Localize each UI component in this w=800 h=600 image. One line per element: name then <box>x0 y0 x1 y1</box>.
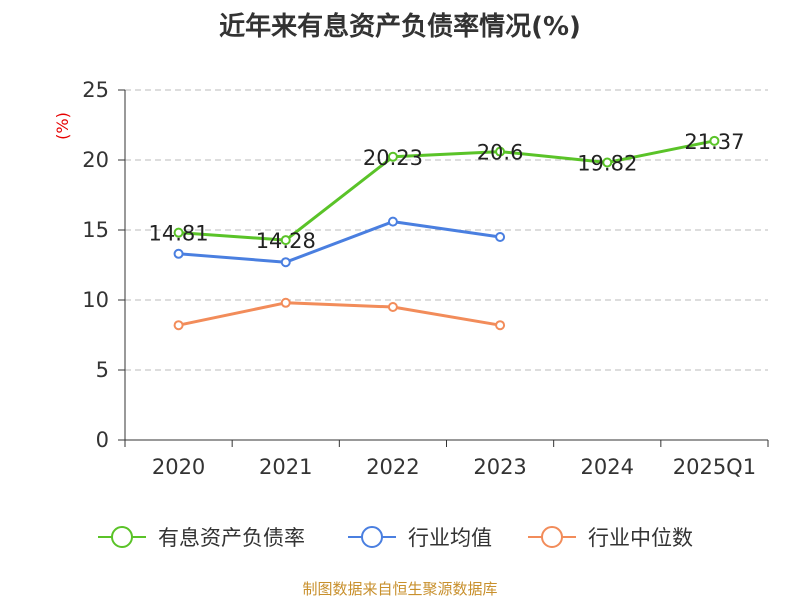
x-tick-label: 2023 <box>473 455 526 479</box>
legend-item: 行业均值 <box>348 526 492 550</box>
data-label: 14.81 <box>149 222 209 246</box>
y-axis-ticks: 0 5 10 15 20 25 <box>82 78 125 452</box>
y-tick-label: 10 <box>82 288 109 312</box>
y-tick-label: 20 <box>82 148 109 172</box>
chart-title: 近年来有息资产负债率情况(%) <box>219 12 581 42</box>
data-label: 20.23 <box>363 146 423 170</box>
data-point <box>173 248 184 259</box>
data-label: 21.37 <box>684 130 744 154</box>
series-line-0 <box>178 139 715 242</box>
legend-item: 行业中位数 <box>528 526 693 550</box>
legend-label: 有息资产负债率 <box>158 526 305 550</box>
y-tick-label: 5 <box>96 358 109 382</box>
y-axis-unit-label: (%) <box>53 112 72 140</box>
data-point <box>602 157 613 168</box>
y-tick-label: 15 <box>82 218 109 242</box>
legend-swatch-marker <box>111 526 133 548</box>
x-tick-label: 2025Q1 <box>673 455 756 479</box>
x-axis-ticks: 2020 2021 2022 2023 2024 2025Q1 <box>124 440 769 479</box>
data-point <box>387 151 398 162</box>
data-point <box>173 227 184 238</box>
series-line-2 <box>178 301 501 327</box>
data-point <box>495 146 506 157</box>
series-line-1 <box>178 220 501 264</box>
data-label: 19.82 <box>577 152 637 176</box>
data-point <box>387 216 398 227</box>
series-lines <box>173 135 720 331</box>
x-tick-label: 2022 <box>366 455 419 479</box>
data-point <box>495 320 506 331</box>
y-tick-label: 0 <box>96 428 109 452</box>
x-tick-label: 2024 <box>581 455 634 479</box>
legend-swatch-marker <box>541 526 563 548</box>
legend-label: 行业中位数 <box>588 526 693 550</box>
data-label: 14.28 <box>256 229 316 253</box>
data-point <box>495 232 506 242</box>
data-point <box>387 302 398 312</box>
source-note: 制图数据来自恒生聚源数据库 <box>302 580 498 598</box>
legend-label: 行业均值 <box>408 526 492 550</box>
data-labels: 14.81 14.28 20.23 20.6 19.82 21.37 <box>149 130 745 253</box>
axes <box>124 90 768 441</box>
legend: 有息资产负债率 行业均值 行业中位数 <box>98 526 693 550</box>
legend-swatch-marker <box>361 526 383 548</box>
y-tick-label: 25 <box>82 78 109 102</box>
data-point <box>709 135 720 146</box>
data-point <box>173 320 184 331</box>
legend-item: 有息资产负债率 <box>98 526 305 550</box>
data-point <box>280 257 291 268</box>
x-tick-label: 2021 <box>259 455 312 479</box>
x-tick-label: 2020 <box>152 455 205 479</box>
data-point <box>280 297 291 308</box>
data-point <box>280 235 291 246</box>
data-label: 20.6 <box>477 141 524 165</box>
